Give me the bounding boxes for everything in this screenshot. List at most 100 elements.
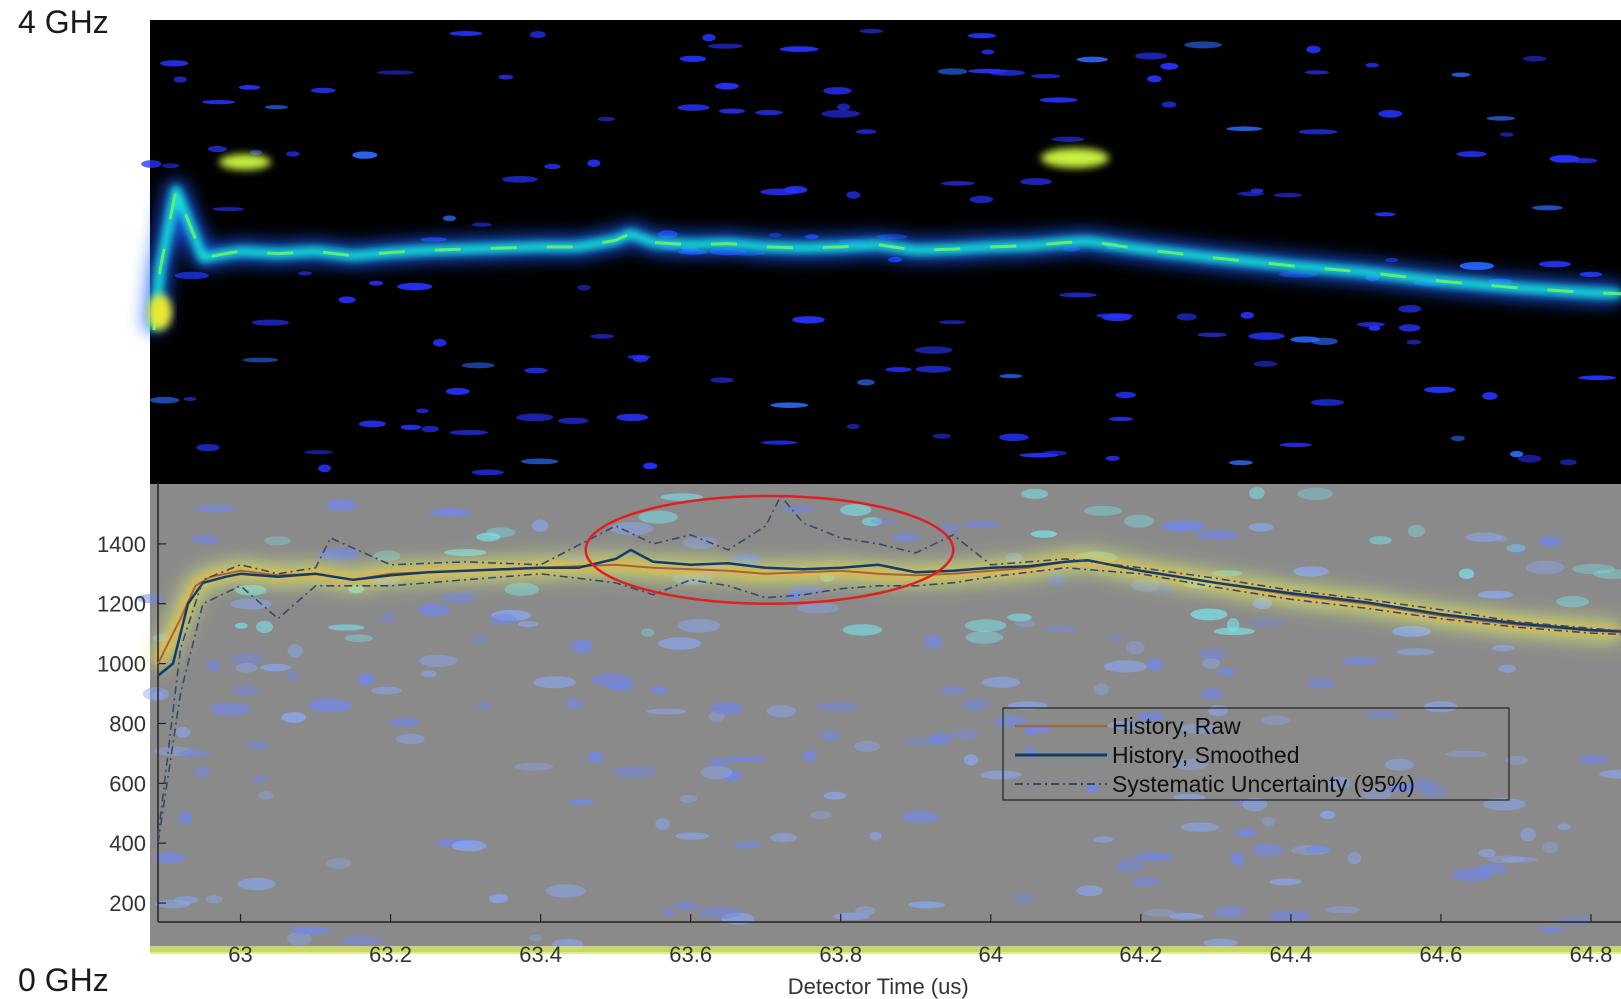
noise-speck	[914, 346, 953, 354]
y-tick-label: 800	[109, 711, 146, 736]
noise-blob	[961, 520, 1001, 529]
noise-blob	[232, 685, 260, 696]
noise-blob	[796, 602, 840, 614]
noise-blob	[961, 698, 989, 712]
noise-speck	[1579, 271, 1603, 278]
noise-speck	[1356, 322, 1386, 327]
y-tick-label: 1000	[97, 652, 146, 677]
noise-speck	[196, 444, 220, 452]
noise-blob	[1525, 560, 1565, 575]
noise-blob	[1249, 486, 1265, 500]
x-axis-title: Detector Time (us)	[788, 974, 969, 999]
series-uncertainty-lower-line	[157, 567, 1621, 844]
noise-speck	[968, 68, 1008, 74]
spectrogram-noise	[141, 29, 1616, 476]
noise-blob	[1007, 701, 1048, 710]
noise-blob	[373, 550, 401, 562]
noise-blob	[901, 810, 939, 823]
noise-speck	[707, 43, 744, 49]
noise-blob	[854, 740, 881, 752]
noise-blob	[1306, 677, 1335, 689]
noise-speck	[941, 181, 975, 186]
noise-speck	[643, 462, 658, 470]
noise-blob	[1134, 852, 1174, 862]
noise-speck	[397, 282, 433, 291]
noise-speck	[885, 367, 912, 373]
noise-blob	[1235, 828, 1257, 837]
noise-speck	[498, 74, 514, 80]
y-tick-label: 200	[109, 891, 146, 916]
y-tick-label: 400	[109, 831, 146, 856]
noise-speck	[174, 271, 209, 280]
noise-speck	[1378, 109, 1403, 118]
noise-blob	[260, 663, 291, 672]
noise-blob	[1396, 648, 1435, 656]
series-uncertainty-upper-line	[157, 495, 1621, 838]
noise-speck	[352, 151, 378, 159]
noise-blob	[532, 519, 549, 532]
noise-blob	[1076, 885, 1103, 897]
noise-blob	[533, 676, 577, 689]
legend-box	[1002, 707, 1510, 801]
noise-blob	[1195, 530, 1240, 540]
noise-speck	[1105, 455, 1120, 461]
noise-blob	[641, 628, 655, 637]
noise-blob	[1445, 750, 1488, 758]
noise-blob	[488, 894, 509, 904]
noise-blob	[1198, 648, 1227, 661]
noise-blob	[231, 653, 264, 665]
noise-speck	[1304, 70, 1330, 75]
spectrogram-trace-core	[152, 188, 1621, 331]
noise-blob	[1327, 776, 1351, 790]
noise-blob	[1599, 769, 1621, 779]
noise-blob	[646, 708, 687, 715]
noise-speck	[1135, 52, 1168, 60]
noise-blob	[928, 732, 953, 745]
noise-blob	[1007, 613, 1032, 622]
noise-blob	[476, 532, 501, 542]
noise-blob	[1173, 793, 1206, 801]
noise-speck	[461, 362, 495, 369]
noise-speck	[249, 150, 263, 155]
noise-speck	[846, 191, 861, 199]
noise-blob	[529, 934, 542, 942]
noise-speck	[1522, 55, 1547, 62]
noise-speck	[1184, 41, 1222, 49]
noise-blob	[287, 644, 303, 658]
noise-blob	[1556, 596, 1590, 608]
noise-speck	[251, 319, 290, 326]
noise-blob	[419, 654, 458, 668]
noise-blob	[823, 791, 847, 800]
noise-blob	[1293, 566, 1329, 577]
noise-speck	[1538, 261, 1571, 268]
spectrogram-hotspot	[219, 154, 271, 170]
noise-blob	[870, 518, 897, 525]
noise-blob	[658, 637, 702, 650]
noise-speck	[1424, 386, 1456, 393]
noise-speck	[999, 433, 1029, 442]
noise-blob	[711, 701, 744, 716]
noise-blob	[264, 536, 291, 546]
noise-blob	[1083, 505, 1123, 516]
noise-speck	[310, 87, 336, 94]
noise-blob	[517, 621, 538, 628]
noise-speck	[1500, 132, 1514, 137]
noise-blob	[1341, 656, 1379, 665]
x-tick-label: 63.4	[519, 942, 562, 967]
noise-speck	[783, 186, 808, 194]
noise-speck	[1176, 313, 1198, 321]
noise-speck	[761, 440, 798, 445]
noise-speck	[859, 29, 884, 34]
noise-speck	[967, 33, 997, 39]
overlay-noise	[137, 486, 1621, 951]
noise-blob	[1202, 658, 1221, 669]
noise-blob	[471, 634, 488, 645]
noise-speck	[616, 413, 649, 422]
noise-blob	[1246, 618, 1287, 627]
noise-blob	[587, 751, 604, 764]
noise-blob	[571, 639, 593, 654]
noise-speck	[208, 145, 227, 153]
noise-blob	[869, 831, 882, 841]
noise-speck	[1240, 311, 1255, 319]
spectrogram-hotspot	[148, 294, 172, 330]
